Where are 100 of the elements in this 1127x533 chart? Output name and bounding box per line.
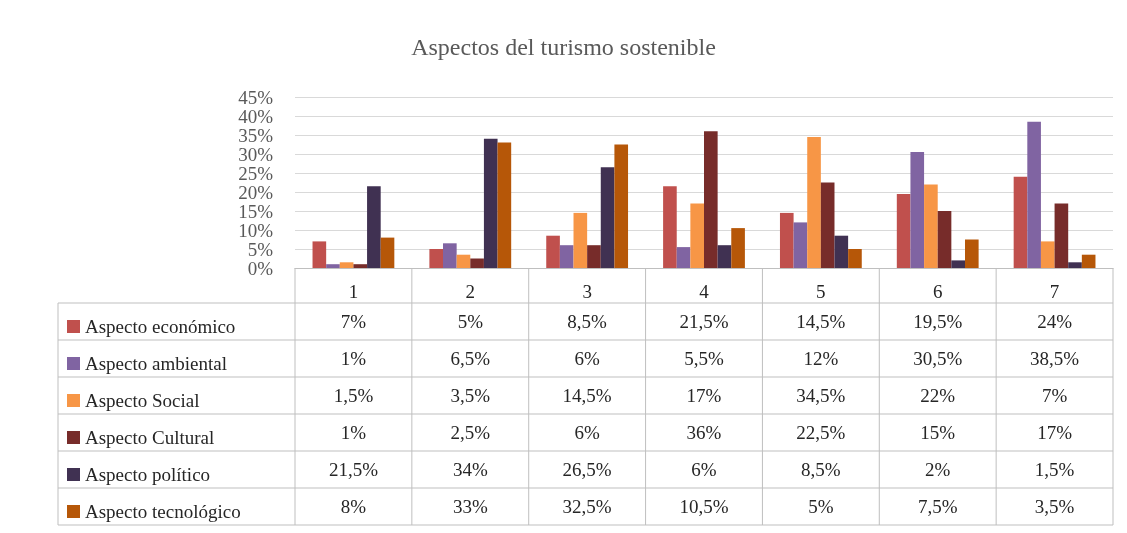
data-label: 5% [457, 311, 484, 332]
data-label: 2% [925, 459, 951, 480]
bar [848, 249, 862, 268]
bar [834, 235, 849, 268]
bar [1027, 121, 1041, 268]
bar [1054, 203, 1069, 268]
data-label: 6% [574, 422, 600, 443]
data-label: 21,5% [328, 459, 379, 480]
bar [1081, 254, 1096, 268]
data-label: 38,5% [1030, 348, 1080, 369]
data-label: 24% [1037, 311, 1073, 332]
bar [704, 131, 718, 268]
bar [546, 235, 560, 268]
x-tick-label: 7 [1049, 281, 1060, 302]
data-label: 22% [920, 385, 956, 406]
data-label: 8,5% [801, 459, 841, 480]
data-label: 6% [574, 348, 600, 369]
bar [600, 167, 615, 268]
data-label: 1,5% [333, 385, 374, 406]
data-label: 22,5% [796, 422, 846, 443]
legend-label: Aspecto Social [85, 390, 200, 411]
data-label: 7% [1041, 385, 1068, 406]
bar [1068, 262, 1082, 268]
bar [312, 241, 327, 268]
x-tick-label: 2 [465, 281, 476, 302]
legend-label: Aspecto Cultural [85, 427, 215, 448]
bar [614, 144, 629, 268]
data-label: 3,5% [450, 385, 491, 406]
data-label: 7% [340, 311, 367, 332]
data-label: 19,5% [913, 311, 963, 332]
data-label: 30,5% [913, 348, 963, 369]
bar [470, 258, 484, 268]
bar [456, 254, 471, 268]
bar [587, 245, 601, 268]
data-label: 21,5% [679, 311, 729, 332]
bar [497, 142, 512, 268]
y-tick-label: 25% [238, 162, 274, 184]
legend-label: Aspecto tecnológico [85, 501, 241, 522]
bar [367, 186, 381, 268]
bar [676, 247, 691, 268]
bar [483, 138, 498, 268]
y-tick-label: 0% [247, 257, 274, 279]
data-label: 14,5% [796, 311, 846, 332]
data-label: 5% [808, 496, 834, 517]
bar [443, 243, 457, 268]
bar [820, 182, 835, 268]
bar [559, 245, 574, 268]
data-label: 5,5% [684, 348, 724, 369]
data-label: 1% [340, 422, 367, 443]
bar [1013, 176, 1028, 268]
legend-label: Aspecto económico [85, 316, 236, 337]
data-label: 7,5% [917, 496, 958, 517]
bar [731, 228, 745, 268]
data-label: 12% [803, 348, 839, 369]
data-label: 1% [340, 348, 367, 369]
data-label: 15% [920, 422, 956, 443]
legend-label: Aspecto político [85, 464, 211, 485]
data-label: 2,5% [450, 422, 491, 443]
bar [353, 264, 368, 268]
y-tick-label: 20% [238, 181, 274, 203]
data-label: 8,5% [567, 311, 608, 332]
data-label: 14,5% [562, 385, 612, 406]
bar [380, 237, 395, 268]
bar [326, 264, 340, 268]
data-label: 36% [686, 422, 722, 443]
x-tick-label: 1 [348, 281, 359, 302]
bar [663, 186, 677, 268]
bar [690, 203, 704, 268]
data-label: 34,5% [796, 385, 846, 406]
data-label: 6% [691, 459, 717, 480]
data-label: 26,5% [562, 459, 612, 480]
data-label: 32,5% [562, 496, 612, 517]
data-label: 8% [340, 496, 367, 517]
bar [339, 262, 354, 268]
x-tick-label: 3 [582, 281, 592, 302]
x-tick-label: 6 [932, 281, 943, 302]
y-tick-label: 45% [238, 86, 274, 108]
x-tick-label: 4 [699, 281, 710, 302]
y-tick-label: 15% [238, 200, 274, 222]
y-tick-label: 30% [238, 143, 274, 165]
bar [429, 249, 444, 268]
x-tick-label: 5 [816, 281, 826, 302]
bar [896, 193, 911, 268]
bar [717, 245, 732, 268]
bar [910, 152, 925, 268]
data-label: 1,5% [1034, 459, 1075, 480]
data-label: 6,5% [450, 348, 491, 369]
bar [937, 211, 952, 268]
data-label: 17% [686, 385, 722, 406]
bar [573, 212, 588, 268]
y-tick-label: 10% [238, 219, 274, 241]
data-label: 17% [1037, 422, 1073, 443]
data-label: 3,5% [1034, 496, 1075, 517]
legend-label: Aspecto ambiental [85, 353, 227, 374]
data-label: 10,5% [679, 496, 729, 517]
bar [964, 239, 979, 268]
bar [807, 136, 821, 268]
bar [1040, 241, 1055, 268]
y-tick-label: 40% [238, 105, 274, 127]
bar [793, 222, 808, 268]
